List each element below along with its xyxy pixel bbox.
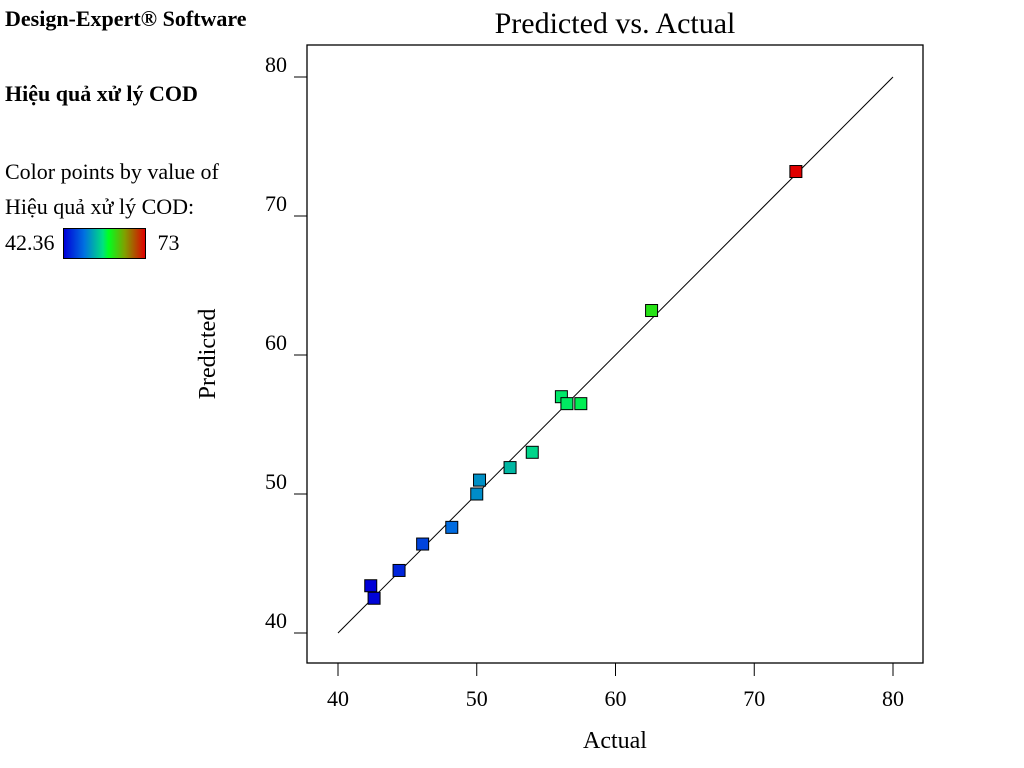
data-points bbox=[364, 165, 803, 605]
y-tick-label: 50 bbox=[265, 469, 287, 494]
data-point bbox=[645, 304, 659, 318]
data-point bbox=[392, 563, 406, 577]
x-tick-label: 60 bbox=[605, 686, 627, 711]
y-tick-label: 40 bbox=[265, 608, 287, 633]
chart-title: Predicted vs. Actual bbox=[495, 7, 736, 40]
data-point bbox=[789, 165, 803, 179]
software-name: Design-Expert® Software bbox=[5, 6, 247, 31]
color-by-line-1: Color points by value of bbox=[5, 159, 219, 184]
data-point bbox=[574, 397, 588, 411]
data-point bbox=[445, 520, 459, 534]
response-name: Hiệu quả xử lý COD bbox=[5, 81, 198, 106]
color-by-line-2: Hiệu quả xử lý COD: bbox=[5, 194, 195, 219]
data-point bbox=[416, 537, 430, 551]
y-axis-label: Predicted bbox=[195, 309, 221, 400]
x-axis-label: Actual bbox=[583, 728, 647, 754]
legend-max-label: 73 bbox=[157, 230, 180, 255]
x-tick-label: 50 bbox=[466, 686, 488, 711]
y-tick-label: 60 bbox=[265, 330, 287, 355]
y-tick-label: 70 bbox=[265, 191, 287, 216]
data-point bbox=[503, 461, 517, 475]
data-point bbox=[367, 591, 381, 605]
data-point bbox=[560, 397, 574, 411]
x-axis: 40 50 60 70 80 bbox=[327, 663, 904, 711]
data-point bbox=[473, 473, 487, 487]
color-legend: 42.36 73 bbox=[5, 226, 180, 260]
y-tick-label: 80 bbox=[265, 52, 287, 77]
data-point bbox=[364, 579, 378, 593]
y-axis: 40 50 60 70 80 bbox=[265, 52, 307, 634]
color-by-caption: Color points by value of Hiệu quả xử lý … bbox=[5, 154, 219, 224]
data-point bbox=[525, 445, 539, 459]
x-tick-label: 70 bbox=[743, 686, 765, 711]
x-tick-label: 80 bbox=[882, 686, 904, 711]
data-point bbox=[470, 487, 484, 501]
color-gradient-bar bbox=[62, 227, 146, 259]
legend-min-label: 42.36 bbox=[5, 230, 55, 255]
x-tick-label: 40 bbox=[327, 686, 349, 711]
